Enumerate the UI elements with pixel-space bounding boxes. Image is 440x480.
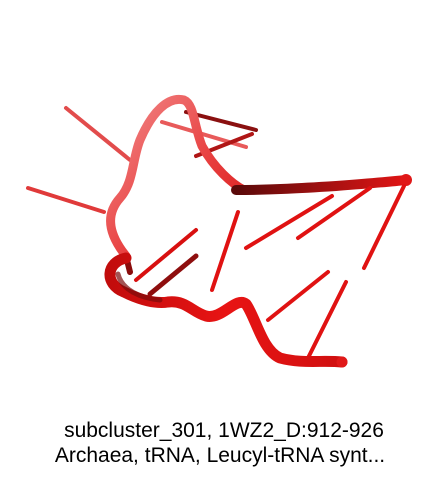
backbone-tube bbox=[106, 94, 412, 261]
stick bbox=[306, 280, 348, 360]
stick bbox=[362, 184, 406, 270]
backbone-end-cap bbox=[400, 174, 412, 186]
stick bbox=[296, 186, 372, 240]
backbone-front-end-cap bbox=[336, 356, 348, 368]
stick bbox=[134, 228, 198, 282]
figure-caption: subcluster_301, 1WZ2_D:912-926 Archaea, … bbox=[0, 418, 440, 468]
backbone-front-segment bbox=[104, 252, 348, 368]
caption-line-2: Archaea, tRNA, Leucyl-tRNA synt... bbox=[54, 444, 386, 467]
backbone-top-right-segment bbox=[231, 175, 411, 195]
stick bbox=[244, 194, 334, 250]
stick bbox=[266, 270, 330, 322]
stick bbox=[147, 253, 199, 297]
nucleotide-sticks-far bbox=[26, 106, 258, 214]
caption-line-1: subcluster_301, 1WZ2_D:912-926 bbox=[64, 419, 384, 442]
backbone-front-shadow bbox=[115, 271, 163, 303]
stick bbox=[64, 106, 132, 162]
stick bbox=[210, 210, 240, 292]
rna-structure-render bbox=[26, 94, 412, 368]
backbone-back-segment bbox=[106, 94, 249, 261]
stick bbox=[26, 186, 106, 214]
backbone-front bbox=[104, 252, 348, 368]
nucleotide-sticks-mid bbox=[123, 184, 406, 360]
